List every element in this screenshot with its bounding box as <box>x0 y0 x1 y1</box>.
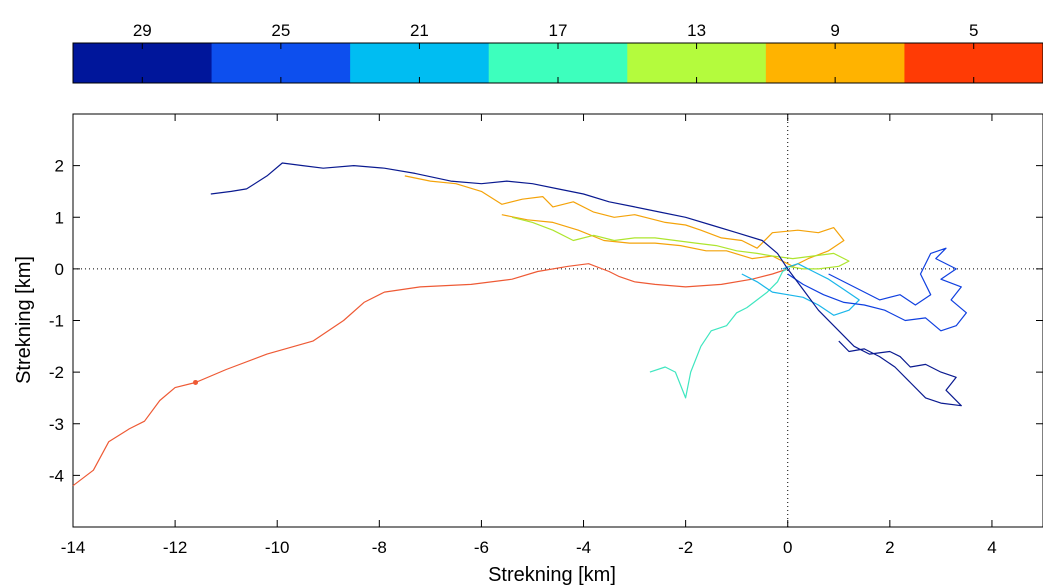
x-tick-label: 2 <box>885 538 894 557</box>
x-tick-label: -14 <box>61 538 86 557</box>
colorbar-segment <box>765 43 905 83</box>
series-line-1 <box>404 175 845 267</box>
colorbar-tick-label: 29 <box>133 21 152 40</box>
colorbar-segment <box>211 43 351 83</box>
colorbar-segment <box>350 43 490 83</box>
plot-area <box>72 113 1043 528</box>
colorbar-tick-label: 9 <box>830 21 839 40</box>
series-line-5 <box>787 247 968 332</box>
reference-lines <box>73 114 1043 527</box>
colorbar-segment <box>488 43 628 83</box>
colorbar-tick-label: 17 <box>549 21 568 40</box>
y-axis-label: Strekning [km] <box>13 256 35 384</box>
x-tick-label: -4 <box>576 538 591 557</box>
y-tick-label: 1 <box>55 208 64 227</box>
x-tick-label: -10 <box>265 538 290 557</box>
series-marker <box>193 379 199 385</box>
x-tick-label: 0 <box>783 538 792 557</box>
x-tick-label: -2 <box>678 538 693 557</box>
colorbar-tick-labels: 29 25 21 17 13 9 5 <box>133 21 979 40</box>
series-line-6 <box>210 162 962 407</box>
colorbar-tick-label: 5 <box>969 21 978 40</box>
colorbar-segment <box>627 43 767 83</box>
axis-ticks: -14 -12 -10 -8 -6 -4 -2 0 2 4 2 1 0 -1 -2 -3 -4 <box>49 114 1043 557</box>
colorbar-segment <box>904 43 1043 83</box>
y-tick-label: 2 <box>55 157 64 176</box>
colorbar-segment <box>73 43 213 83</box>
y-tick-label: 0 <box>55 260 64 279</box>
series-line-4 <box>741 263 860 316</box>
y-tick-label: -4 <box>49 466 64 485</box>
x-tick-label: -8 <box>372 538 387 557</box>
series-group <box>72 162 968 487</box>
series-line-0 <box>72 263 788 487</box>
y-tick-label: -3 <box>49 415 64 434</box>
y-tick-label: -1 <box>49 312 64 331</box>
series-line-3 <box>649 268 788 399</box>
x-axis-label: Strekning [km] <box>488 564 616 586</box>
colorbar-tick-label: 25 <box>271 21 290 40</box>
y-tick-label: -2 <box>49 363 64 382</box>
x-tick-label: -12 <box>163 538 188 557</box>
colorbar <box>72 42 1043 84</box>
x-tick-label: 4 <box>987 538 996 557</box>
series-line-2 <box>511 216 850 270</box>
x-tick-label: -6 <box>474 538 489 557</box>
colorbar-tick-label: 13 <box>687 21 706 40</box>
colorbar-tick-label: 21 <box>410 21 429 40</box>
